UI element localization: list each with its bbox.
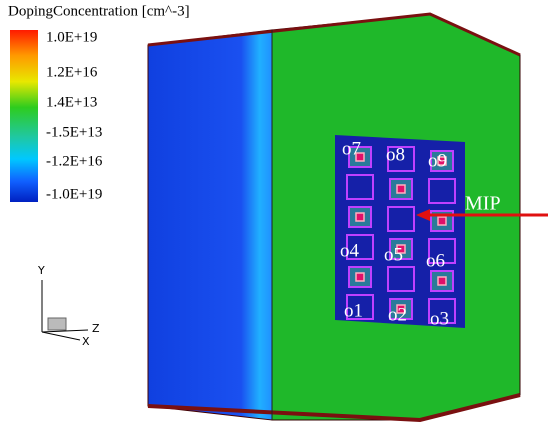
legend-title: DopingConcentration [cm^-3] <box>8 3 190 19</box>
electrode-label: o7 <box>342 138 361 159</box>
legend-label: 1.0E+19 <box>46 29 97 45</box>
electrode-label: o9 <box>428 150 447 171</box>
x-label: X <box>82 335 90 348</box>
electrode <box>438 277 446 285</box>
figure: DopingConcentration [cm^-3] 1.0E+19 1.2E+… <box>0 0 552 427</box>
electrode-label: o2 <box>388 304 407 325</box>
electrode <box>356 273 364 281</box>
electrode-label: o4 <box>340 240 360 261</box>
electrode-label: o6 <box>426 250 445 271</box>
electrode <box>356 213 364 221</box>
pixel-array: o1 o2 o3 o4 o5 o6 o7 o8 o9 <box>335 135 465 329</box>
axis-triad: Y Z X <box>37 264 100 348</box>
electrode-label: o5 <box>384 244 403 265</box>
mip-label: MIP <box>465 193 501 215</box>
legend-label: 1.2E+16 <box>46 64 98 80</box>
side-face <box>148 30 272 420</box>
legend-label: -1.0E+19 <box>46 186 102 202</box>
y-label: Y <box>37 264 45 277</box>
electrode <box>438 217 446 225</box>
legend-label: 1.4E+13 <box>46 94 97 110</box>
electrode-label: o3 <box>430 308 449 329</box>
render: DopingConcentration [cm^-3] 1.0E+19 1.2E+… <box>0 0 552 427</box>
electrode <box>397 185 405 193</box>
electrode-label: o1 <box>344 300 363 321</box>
z-label: Z <box>92 322 100 335</box>
legend-label: -1.2E+16 <box>46 153 103 169</box>
x-axis <box>42 332 80 340</box>
legend-label: -1.5E+13 <box>46 124 102 140</box>
colorbar <box>10 30 38 202</box>
electrode-label: o8 <box>386 144 405 165</box>
cube <box>48 318 66 330</box>
